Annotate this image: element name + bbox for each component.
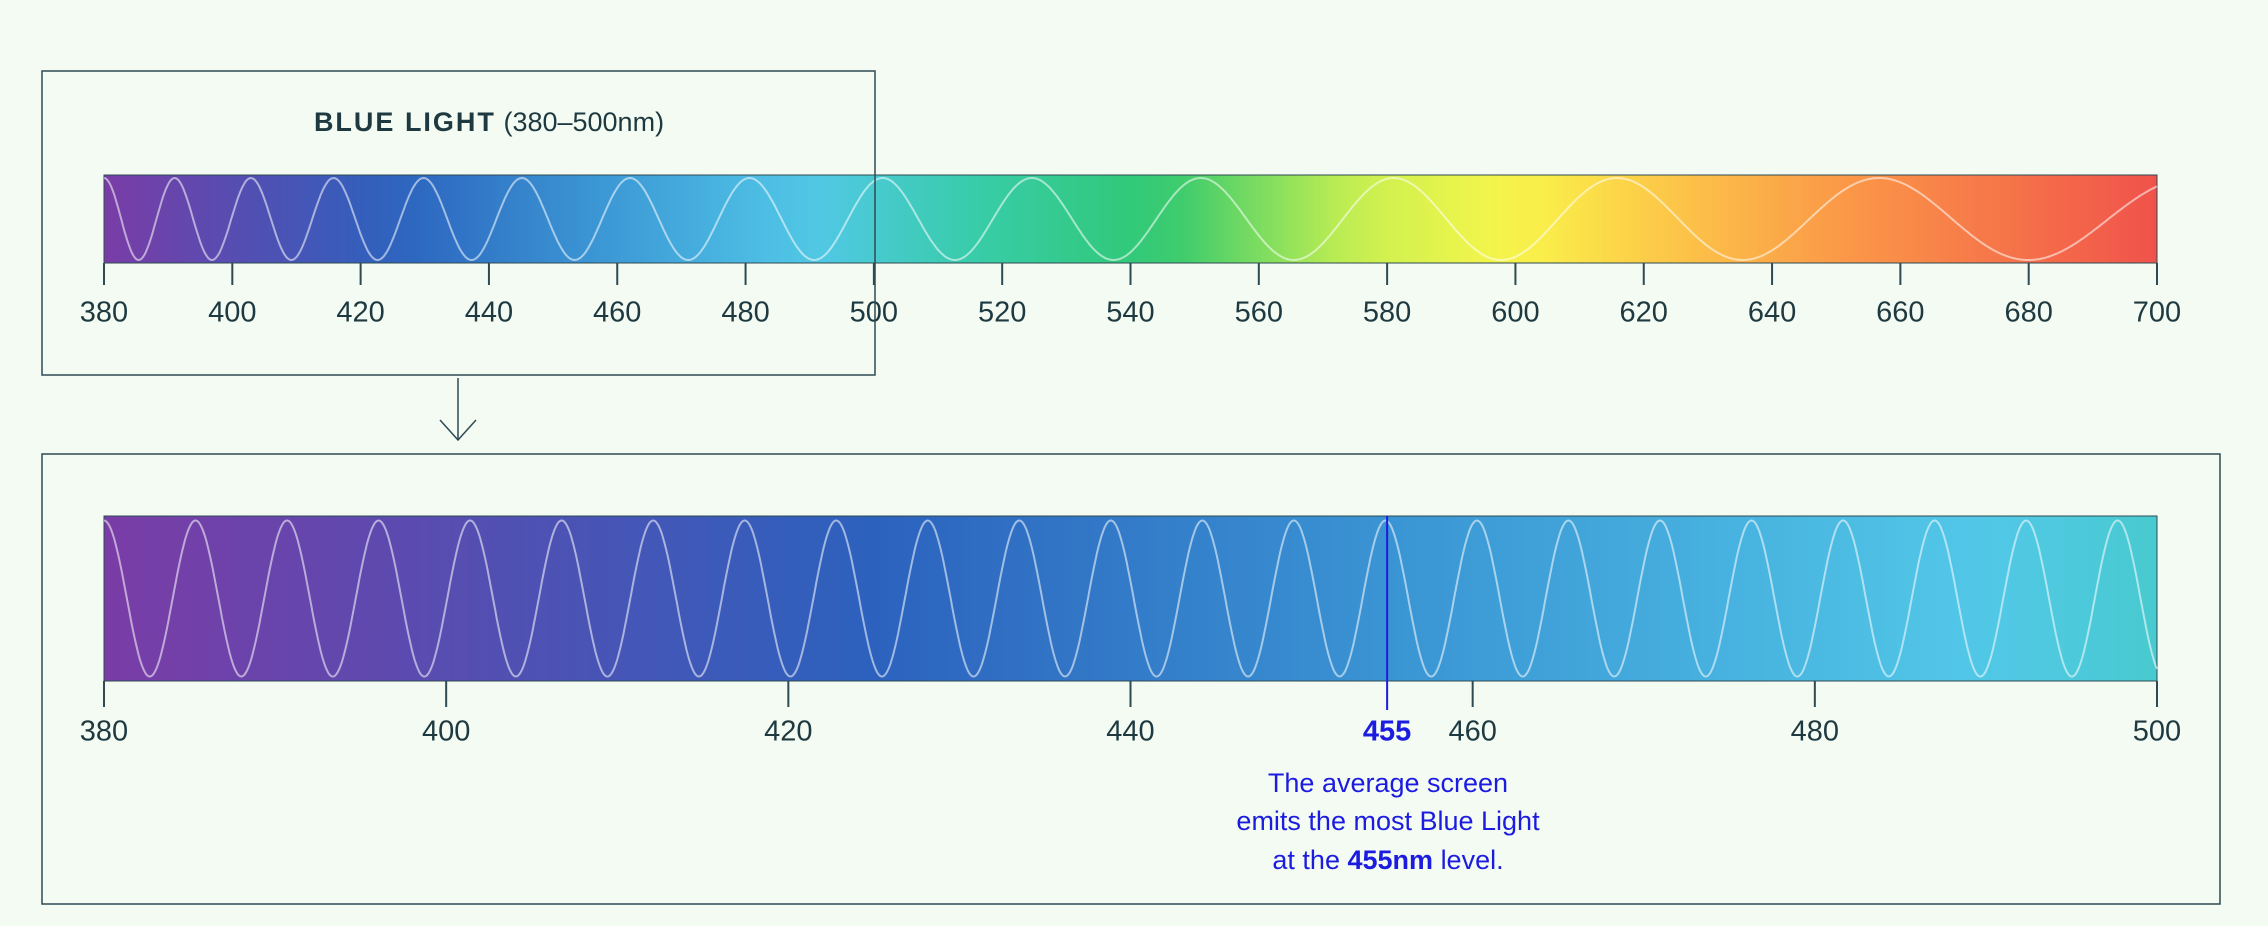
annotation-line: emits the most Blue Light	[1236, 806, 1540, 836]
tick-label: 400	[208, 297, 256, 329]
annotation-bold: 455nm	[1347, 845, 1433, 875]
tick-label: 380	[80, 297, 128, 329]
tick-label: 580	[1363, 297, 1411, 329]
annotation-line: at the 455nm level.	[1272, 845, 1503, 875]
blue-light-box	[41, 70, 876, 376]
wave	[103, 519, 2158, 678]
tick-label: 520	[978, 297, 1026, 329]
tick-label: 400	[422, 716, 470, 748]
detail-box	[41, 453, 2221, 905]
tick-label: 500	[2133, 716, 2181, 748]
tick-label: 440	[465, 297, 513, 329]
tick-label: 500	[850, 297, 898, 329]
title: BLUE LIGHT (380–500nm)	[314, 107, 664, 137]
tick-label: 380	[80, 716, 128, 748]
annotation-text: at the	[1272, 845, 1340, 875]
tick-label: 640	[1748, 297, 1796, 329]
blue-spectrum: 380 400 420 440 460 480 500 455	[80, 515, 2181, 748]
tick-label: 660	[1876, 297, 1924, 329]
full-spectrum: 380 400 420 440 460 480 500 520 540 560 580 600 620 6…	[80, 174, 2181, 329]
spectrum-bar	[103, 174, 2158, 264]
arrow	[439, 378, 477, 442]
title-bold: BLUE LIGHT	[314, 107, 496, 137]
tick-label: 680	[2004, 297, 2052, 329]
title-range: (380–500nm)	[503, 107, 664, 137]
marker-label: 455	[1363, 716, 1411, 748]
tick-label: 620	[1620, 297, 1668, 329]
annotation-line: The average screen	[1268, 768, 1508, 798]
tick-label: 480	[1791, 716, 1839, 748]
tick-label: 540	[1106, 297, 1154, 329]
tick-label: 480	[721, 297, 769, 329]
tick-label: 440	[1106, 716, 1154, 748]
tick-label: 420	[764, 716, 812, 748]
spectrum-bar	[103, 515, 2158, 682]
tick-label: 700	[2133, 297, 2181, 329]
annotation-text: level.	[1441, 845, 1504, 875]
wave	[103, 176, 2158, 262]
tick-label: 600	[1491, 297, 1539, 329]
tick-label: 560	[1235, 297, 1283, 329]
tick-label: 460	[1448, 716, 1496, 748]
tick-label: 460	[593, 297, 641, 329]
tick-label: 420	[336, 297, 384, 329]
